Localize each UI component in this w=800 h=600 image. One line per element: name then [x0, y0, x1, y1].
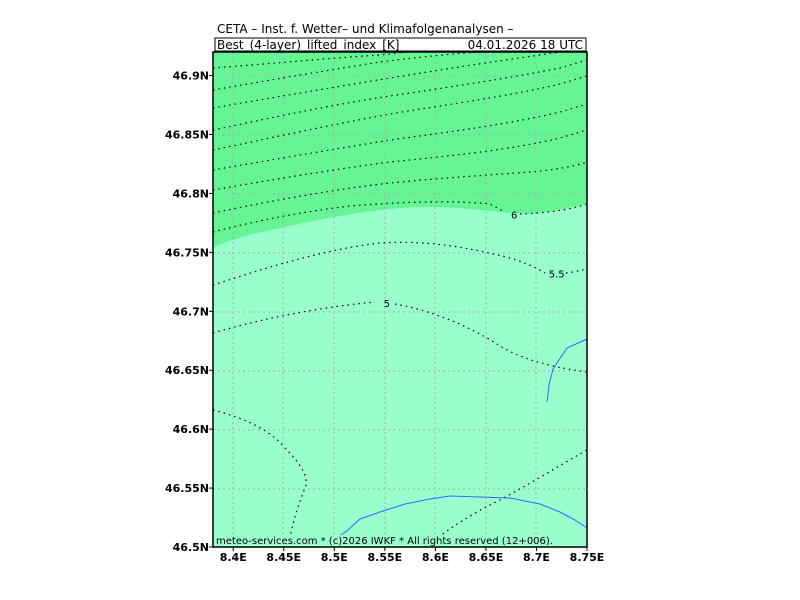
contour-line [212, 409, 307, 548]
map-plot-area: 65.55 meteo-services.com * (c)2026 IWKF … [212, 51, 588, 548]
y-tick-label: 46.7N [173, 305, 209, 318]
x-tick-label: 8.7E [523, 551, 550, 564]
y-tick-label: 46.85N [165, 129, 209, 142]
map-frame [212, 51, 588, 548]
y-tick-label: 46.55N [165, 482, 209, 495]
contour-line [212, 51, 481, 91]
field-name: Best_(4-layer)_lifted_index_[K] [217, 38, 399, 52]
contour-line [212, 301, 588, 373]
x-tick-label: 8.65E [469, 551, 504, 564]
contour-labels: 65.55 [384, 211, 565, 310]
river-line [337, 495, 588, 538]
x-tick-label: 8.4E [220, 551, 247, 564]
x-tick-label: 8.6E [422, 551, 449, 564]
y-tick-label: 46.6N [173, 423, 209, 436]
y-tick-label: 46.8N [173, 187, 209, 200]
x-tick-label: 8.55E [368, 551, 403, 564]
contour-line [212, 241, 588, 286]
y-tick-label: 46.5N [173, 541, 209, 554]
x-tick-label: 8.75E [570, 551, 605, 564]
river-line [546, 338, 588, 403]
background-band-high [213, 52, 587, 248]
y-tick-label: 46.65N [165, 364, 209, 377]
contour-line [212, 161, 588, 214]
x-tick-label: 8.45E [266, 551, 301, 564]
contour-value-label: 6 [511, 211, 517, 222]
field-label-box [214, 37, 587, 52]
contour-line [212, 51, 561, 109]
y-tick-label: 46.9N [173, 70, 209, 83]
contour-value-label: 5 [384, 299, 390, 310]
contour-lines [212, 51, 588, 548]
contour-value-label: 5.5 [549, 270, 565, 281]
x-tick-label: 8.5E [321, 551, 348, 564]
contour-line [424, 449, 588, 548]
map-title: CETA – Inst. f. Wetter– und Klimafolgena… [217, 22, 514, 36]
rivers [337, 338, 588, 538]
y-axis: 46.9N 46.85N 46.8N 46.75N 46.7N 46.65N 46.6N 46… [165, 70, 213, 554]
contour-line [212, 201, 588, 233]
footer-backdrop [214, 535, 584, 546]
contour-line [212, 51, 406, 69]
x-axis: 8.4E 8.45E 8.5E 8.55E 8.6E 8.65E 8.7E 8.75E [220, 547, 605, 564]
valid-time: 04.01.2026 18 UTC [468, 38, 583, 52]
y-tick-label: 46.75N [165, 246, 209, 259]
grid-lines [213, 52, 587, 547]
footer-credit: meteo-services.com * (c)2026 IWKF * All … [216, 536, 553, 547]
